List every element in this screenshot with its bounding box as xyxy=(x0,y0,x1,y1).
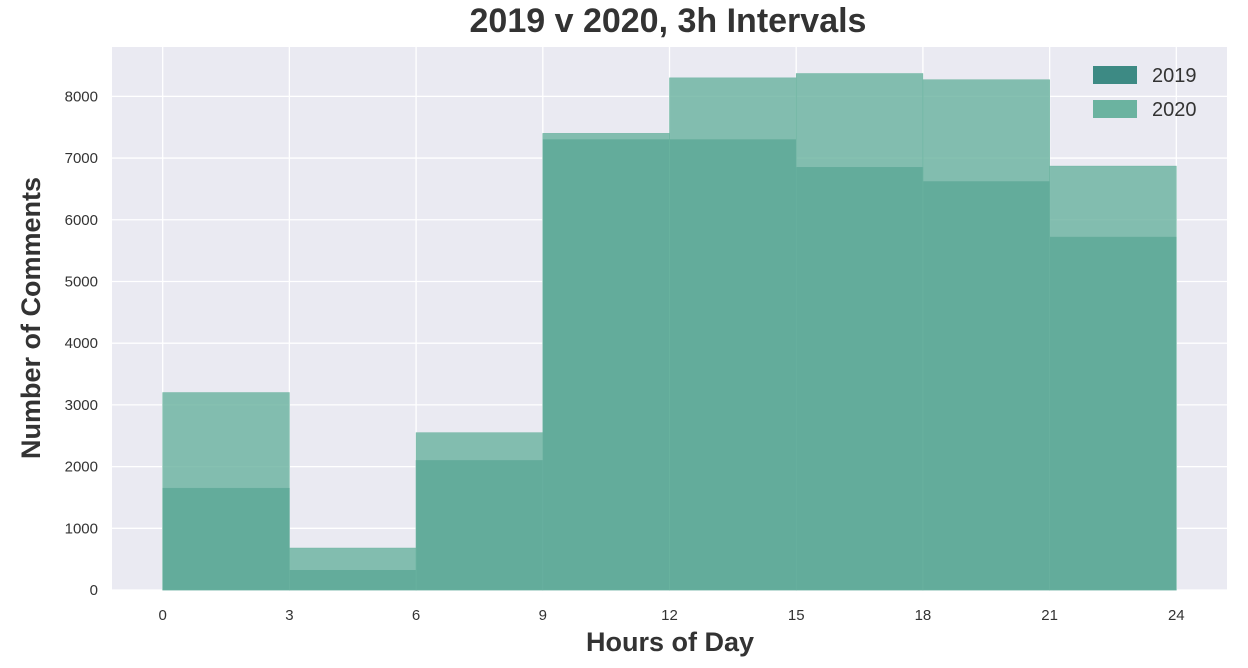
x-tick-label: 3 xyxy=(285,607,293,624)
bar-2020-4 xyxy=(669,77,797,591)
y-tick-label: 6000 xyxy=(65,212,98,229)
y-tick-label: 7000 xyxy=(65,150,98,167)
x-tick-label: 18 xyxy=(915,607,932,624)
y-tick-label: 0 xyxy=(90,582,98,599)
bar-2020-7 xyxy=(1049,165,1177,591)
legend-label-2020: 2020 xyxy=(1152,99,1197,121)
y-tick-label: 3000 xyxy=(65,397,98,414)
chart-title: 2019 v 2020, 3h Intervals xyxy=(470,2,867,40)
x-axis-label: Hours of Day xyxy=(586,627,754,657)
x-tick-label: 6 xyxy=(412,607,420,624)
x-tick-label: 0 xyxy=(159,607,167,624)
y-tick-label: 4000 xyxy=(65,335,98,352)
bars xyxy=(162,73,1177,591)
y-tick-label: 2000 xyxy=(65,459,98,476)
legend-label-2019: 2019 xyxy=(1152,65,1197,87)
tick-labels: 0 3 6 9 12 15 18 21 24 0 1000 2000 3000 4000 5000 6000 7… xyxy=(65,88,1185,624)
bar-2020-2 xyxy=(415,432,544,591)
legend-swatch-2020 xyxy=(1093,100,1137,118)
bar-2020-0 xyxy=(162,392,290,591)
bar-2020-6 xyxy=(922,79,1050,591)
bar-2020-1 xyxy=(289,547,417,591)
bar-2020-3 xyxy=(542,133,670,591)
y-axis-label: Number of Comments xyxy=(16,177,46,459)
y-tick-label: 5000 xyxy=(65,273,98,290)
x-tick-label: 21 xyxy=(1041,607,1058,624)
x-tick-label: 15 xyxy=(788,607,805,624)
y-tick-label: 1000 xyxy=(65,520,98,537)
legend: 2019 2020 xyxy=(1093,65,1197,121)
x-tick-label: 12 xyxy=(661,607,678,624)
legend-swatch-2019 xyxy=(1093,66,1137,84)
bar-2020-5 xyxy=(795,73,924,591)
x-tick-label: 9 xyxy=(539,607,547,624)
y-tick-label: 8000 xyxy=(65,88,98,105)
x-tick-label: 24 xyxy=(1168,607,1185,624)
